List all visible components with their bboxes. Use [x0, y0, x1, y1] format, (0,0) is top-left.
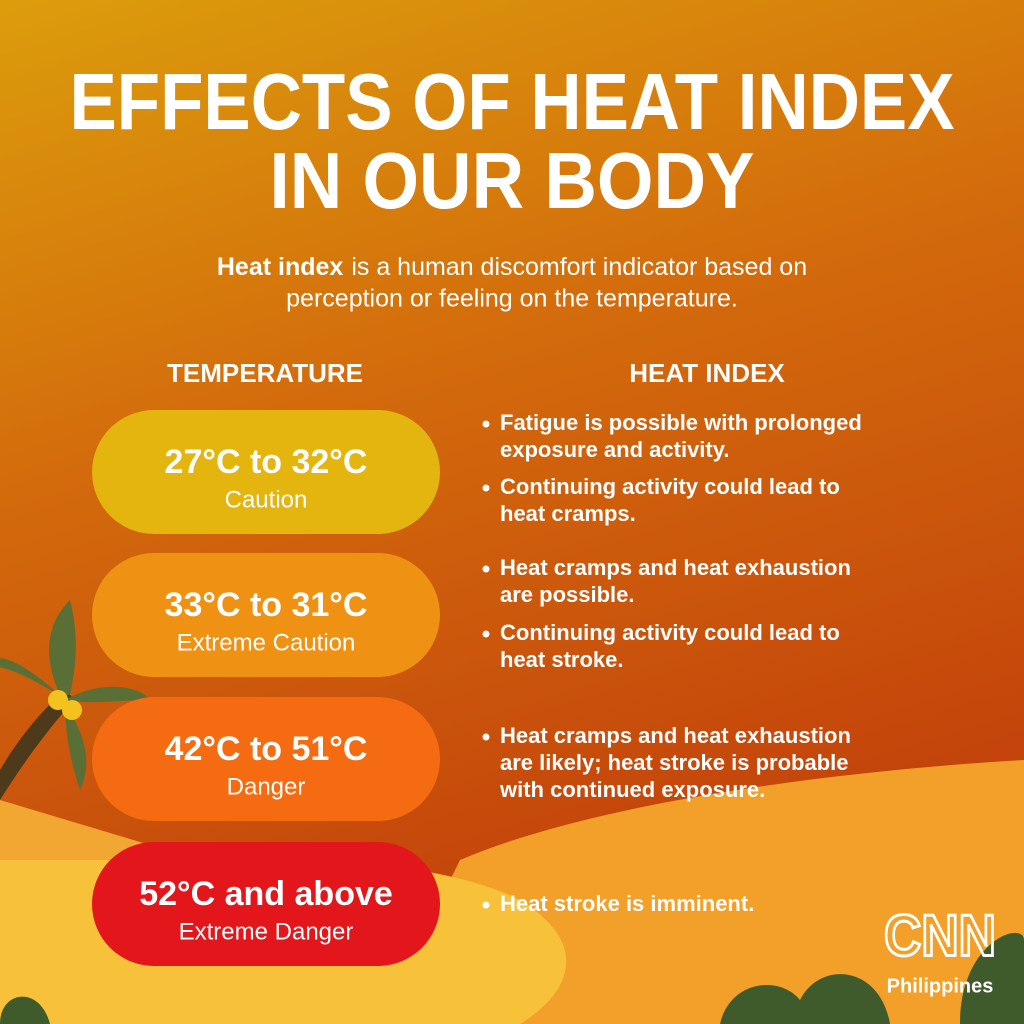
bullet-text: Continuing activity could lead to: [500, 474, 840, 499]
bullet-text: Heat cramps and heat exhaustion: [500, 555, 851, 580]
level-name: Extreme Danger: [179, 918, 354, 945]
palm-trunk: [0, 690, 75, 800]
intro-line: perception or feeling on the temperature…: [286, 285, 738, 313]
coconut: [48, 690, 68, 710]
temperature-range: 27°C to 32°C: [165, 443, 368, 481]
intro-bold: Heat index: [217, 253, 344, 281]
level-pill: [92, 553, 440, 677]
bullet-text: Continuing activity could lead to: [500, 620, 840, 645]
bullet-text: are likely; heat stroke is probable: [500, 750, 848, 775]
logo-region: Philippines: [887, 975, 994, 997]
title-line: EFFECTS OF HEAT INDEX: [70, 57, 955, 146]
intro-text: is a human discomfort indicator based on: [351, 253, 807, 281]
palm-leaves: [0, 600, 150, 790]
coconut: [62, 700, 82, 720]
level-name: Caution: [225, 486, 308, 513]
title-line: IN OUR BODY: [270, 136, 755, 225]
level-pill: [92, 842, 440, 966]
bullet-text: are possible.: [500, 582, 635, 607]
bushes: [0, 932, 1024, 1024]
bullet-dot: [482, 901, 490, 909]
logo-brand: CNN: [884, 903, 996, 968]
bullet-text: Heat cramps and heat exhaustion: [500, 723, 851, 748]
temperature-range: 42°C to 51°C: [165, 730, 368, 768]
temperature-range: 52°C and above: [139, 875, 393, 913]
level-name: Danger: [227, 773, 306, 800]
bullet-text: Heat stroke is imminent.: [500, 891, 754, 916]
temperature-range: 33°C to 31°C: [165, 586, 368, 624]
bullet-text: heat cramps.: [500, 501, 636, 526]
bullet-text: exposure and activity.: [500, 437, 729, 462]
level-name: Extreme Caution: [177, 629, 356, 656]
bullet-text: with continued exposure.: [499, 777, 765, 802]
bullet-text: Fatigue is possible with prolonged: [500, 410, 862, 435]
level-pill: [92, 697, 440, 821]
bullet-dot: [482, 484, 490, 492]
bullet-dot: [482, 733, 490, 741]
column-header: TEMPERATURE: [167, 358, 363, 388]
bullet-text: heat stroke.: [500, 647, 624, 672]
bullet-dot: [482, 420, 490, 428]
bullet-dot: [482, 565, 490, 573]
intro-line: Heat index is a human discomfort indicato…: [217, 253, 807, 281]
level-pill: [92, 410, 440, 534]
column-header: HEAT INDEX: [629, 358, 785, 388]
bullet-dot: [482, 630, 490, 638]
